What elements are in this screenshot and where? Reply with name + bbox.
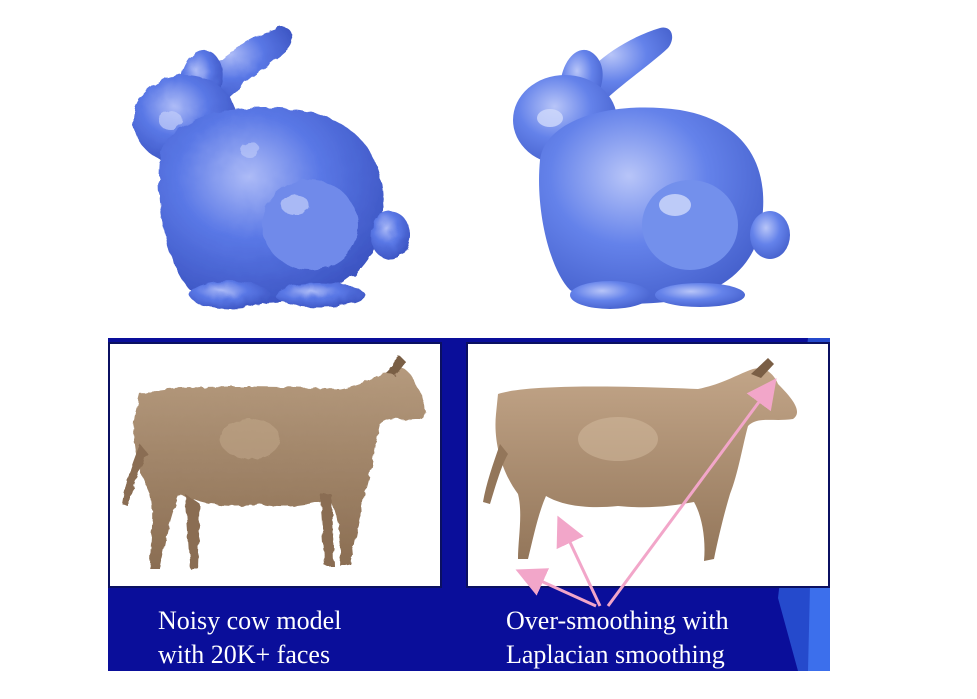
caption-left-line2: with 20K+ faces bbox=[158, 640, 331, 669]
caption-oversmoothed-cow: Over-smoothing with Laplacian smoothing bbox=[506, 604, 766, 671]
caption-right-line2: Laplacian smoothing bbox=[506, 640, 725, 669]
caption-noisy-cow: Noisy cow model with 20K+ faces bbox=[158, 604, 388, 671]
smoothed-cow-frame bbox=[466, 342, 830, 588]
caption-right-line1: Over-smoothing with bbox=[506, 606, 729, 635]
arrow-to-udder bbox=[556, 515, 602, 607]
arrow-to-horn bbox=[606, 378, 777, 607]
arrows-overlay bbox=[515, 378, 777, 608]
noisy-cow-icon bbox=[122, 356, 426, 569]
oversmoothed-cow-icon bbox=[483, 358, 798, 561]
cow-comparison-panel: Noisy cow model with 20K+ faces Over-smo… bbox=[108, 338, 830, 671]
arrow-to-leg bbox=[515, 568, 597, 608]
noisy-cow-frame bbox=[108, 342, 442, 588]
smoothed-bunny-icon bbox=[500, 10, 790, 310]
caption-left-line1: Noisy cow model bbox=[158, 606, 342, 635]
noisy-bunny-icon bbox=[120, 10, 410, 310]
